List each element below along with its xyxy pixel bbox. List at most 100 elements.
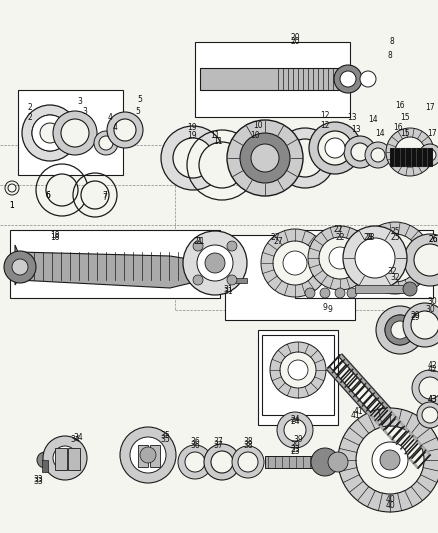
Circle shape [40, 123, 60, 143]
Circle shape [414, 244, 438, 276]
Circle shape [309, 122, 361, 174]
Text: 15: 15 [400, 114, 410, 123]
Circle shape [403, 303, 438, 347]
Text: 26: 26 [428, 236, 438, 245]
Text: 20: 20 [290, 34, 300, 43]
Circle shape [347, 288, 357, 298]
Circle shape [385, 315, 415, 345]
Text: 1: 1 [10, 200, 14, 209]
Circle shape [193, 241, 203, 251]
Text: 29: 29 [410, 313, 420, 322]
Bar [10, 230, 220, 298]
Text: 7: 7 [102, 193, 107, 203]
Text: 2: 2 [28, 103, 32, 112]
Bar [55, 448, 67, 470]
Circle shape [8, 184, 16, 192]
Circle shape [61, 119, 89, 147]
Circle shape [328, 452, 348, 472]
Text: 15: 15 [400, 128, 410, 138]
Text: 24: 24 [290, 417, 300, 426]
Circle shape [422, 407, 438, 423]
Circle shape [411, 311, 438, 339]
Circle shape [37, 452, 53, 468]
Text: 7: 7 [102, 190, 107, 199]
Text: 36: 36 [190, 440, 200, 449]
Circle shape [197, 245, 233, 281]
Text: 27: 27 [270, 233, 280, 243]
Circle shape [173, 138, 213, 178]
Bar [68, 448, 80, 470]
Text: 6: 6 [46, 190, 50, 199]
Circle shape [376, 306, 424, 354]
Bar [258, 330, 338, 425]
Circle shape [114, 119, 136, 141]
Bar [355, 285, 410, 293]
Circle shape [371, 234, 419, 282]
Text: 4: 4 [113, 124, 117, 133]
Text: 31: 31 [223, 287, 233, 296]
Circle shape [277, 412, 313, 448]
Circle shape [261, 229, 329, 297]
Text: 20: 20 [290, 37, 300, 46]
Circle shape [325, 138, 345, 158]
Circle shape [275, 128, 335, 188]
Text: 32: 32 [387, 268, 397, 277]
Text: 35: 35 [160, 431, 170, 440]
Text: 1: 1 [10, 200, 14, 209]
Circle shape [305, 288, 315, 298]
Text: 41: 41 [353, 408, 363, 416]
Text: 39: 39 [290, 440, 300, 449]
Bar [200, 68, 348, 90]
Text: 40: 40 [385, 496, 395, 505]
Text: 37: 37 [213, 438, 223, 447]
Text: 30: 30 [427, 297, 437, 306]
Circle shape [308, 226, 372, 290]
Circle shape [284, 419, 306, 441]
Circle shape [107, 112, 143, 148]
Text: 41: 41 [350, 410, 360, 419]
Text: 37: 37 [213, 440, 223, 449]
Circle shape [356, 426, 424, 494]
Text: 22: 22 [333, 225, 343, 235]
Circle shape [360, 71, 376, 87]
Circle shape [22, 105, 78, 161]
Text: 12: 12 [320, 120, 330, 130]
Circle shape [130, 437, 166, 473]
Circle shape [227, 241, 237, 251]
Text: 12: 12 [320, 110, 330, 119]
Text: 28: 28 [363, 233, 373, 243]
Text: 13: 13 [347, 114, 357, 123]
Text: 3: 3 [78, 98, 82, 107]
Text: 22: 22 [335, 232, 345, 241]
Text: 21: 21 [195, 238, 205, 246]
Circle shape [185, 452, 205, 472]
Circle shape [286, 139, 324, 177]
Circle shape [351, 143, 369, 161]
Text: 42: 42 [427, 366, 437, 375]
Circle shape [334, 65, 362, 93]
Circle shape [419, 144, 438, 166]
Text: 5: 5 [136, 108, 141, 117]
Text: 14: 14 [368, 116, 378, 125]
Bar [295, 230, 433, 298]
Text: 25: 25 [390, 228, 400, 237]
Text: 19: 19 [187, 131, 197, 140]
Circle shape [4, 251, 36, 283]
Circle shape [204, 444, 240, 480]
Circle shape [365, 142, 391, 168]
Circle shape [359, 222, 431, 294]
Text: 28: 28 [365, 232, 375, 241]
Circle shape [232, 446, 264, 478]
Circle shape [280, 352, 316, 388]
Text: 24: 24 [290, 416, 300, 424]
Bar [138, 445, 148, 467]
Text: 33: 33 [33, 475, 43, 484]
Circle shape [318, 131, 352, 165]
Circle shape [335, 288, 345, 298]
Text: 13: 13 [351, 125, 361, 134]
Circle shape [320, 288, 330, 298]
Circle shape [419, 377, 438, 399]
Text: 40: 40 [385, 500, 395, 510]
Bar [390, 148, 432, 166]
Circle shape [120, 427, 176, 483]
